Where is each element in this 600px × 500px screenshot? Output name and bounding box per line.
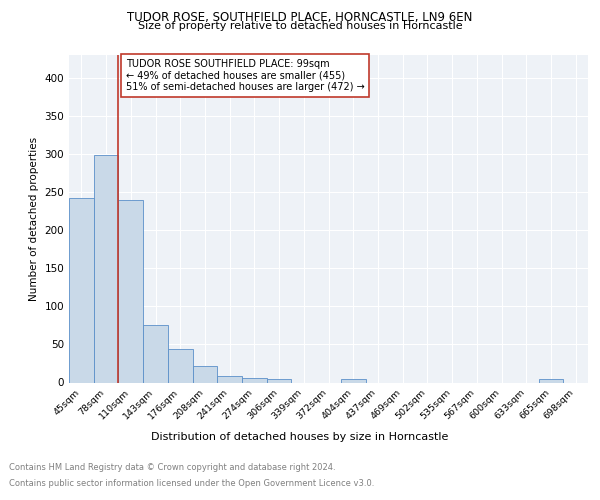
Y-axis label: Number of detached properties: Number of detached properties [29, 136, 39, 301]
Bar [94, 155, 118, 382]
Text: TUDOR ROSE, SOUTHFIELD PLACE, HORNCASTLE, LN9 6EN: TUDOR ROSE, SOUTHFIELD PLACE, HORNCASTLE… [127, 11, 473, 24]
Bar [69, 198, 94, 382]
Text: Contains public sector information licensed under the Open Government Licence v3: Contains public sector information licen… [9, 478, 374, 488]
Bar [267, 380, 292, 382]
Text: TUDOR ROSE SOUTHFIELD PLACE: 99sqm
← 49% of detached houses are smaller (455)
51: TUDOR ROSE SOUTHFIELD PLACE: 99sqm ← 49%… [126, 59, 365, 92]
Text: Distribution of detached houses by size in Horncastle: Distribution of detached houses by size … [151, 432, 449, 442]
Bar [217, 376, 242, 382]
Text: Contains HM Land Registry data © Crown copyright and database right 2024.: Contains HM Land Registry data © Crown c… [9, 464, 335, 472]
Bar [118, 200, 143, 382]
Bar [168, 349, 193, 382]
Bar [143, 326, 168, 382]
Bar [193, 366, 217, 382]
Bar [242, 378, 267, 382]
Bar [539, 380, 563, 382]
Bar [341, 380, 365, 382]
Text: Size of property relative to detached houses in Horncastle: Size of property relative to detached ho… [137, 21, 463, 31]
